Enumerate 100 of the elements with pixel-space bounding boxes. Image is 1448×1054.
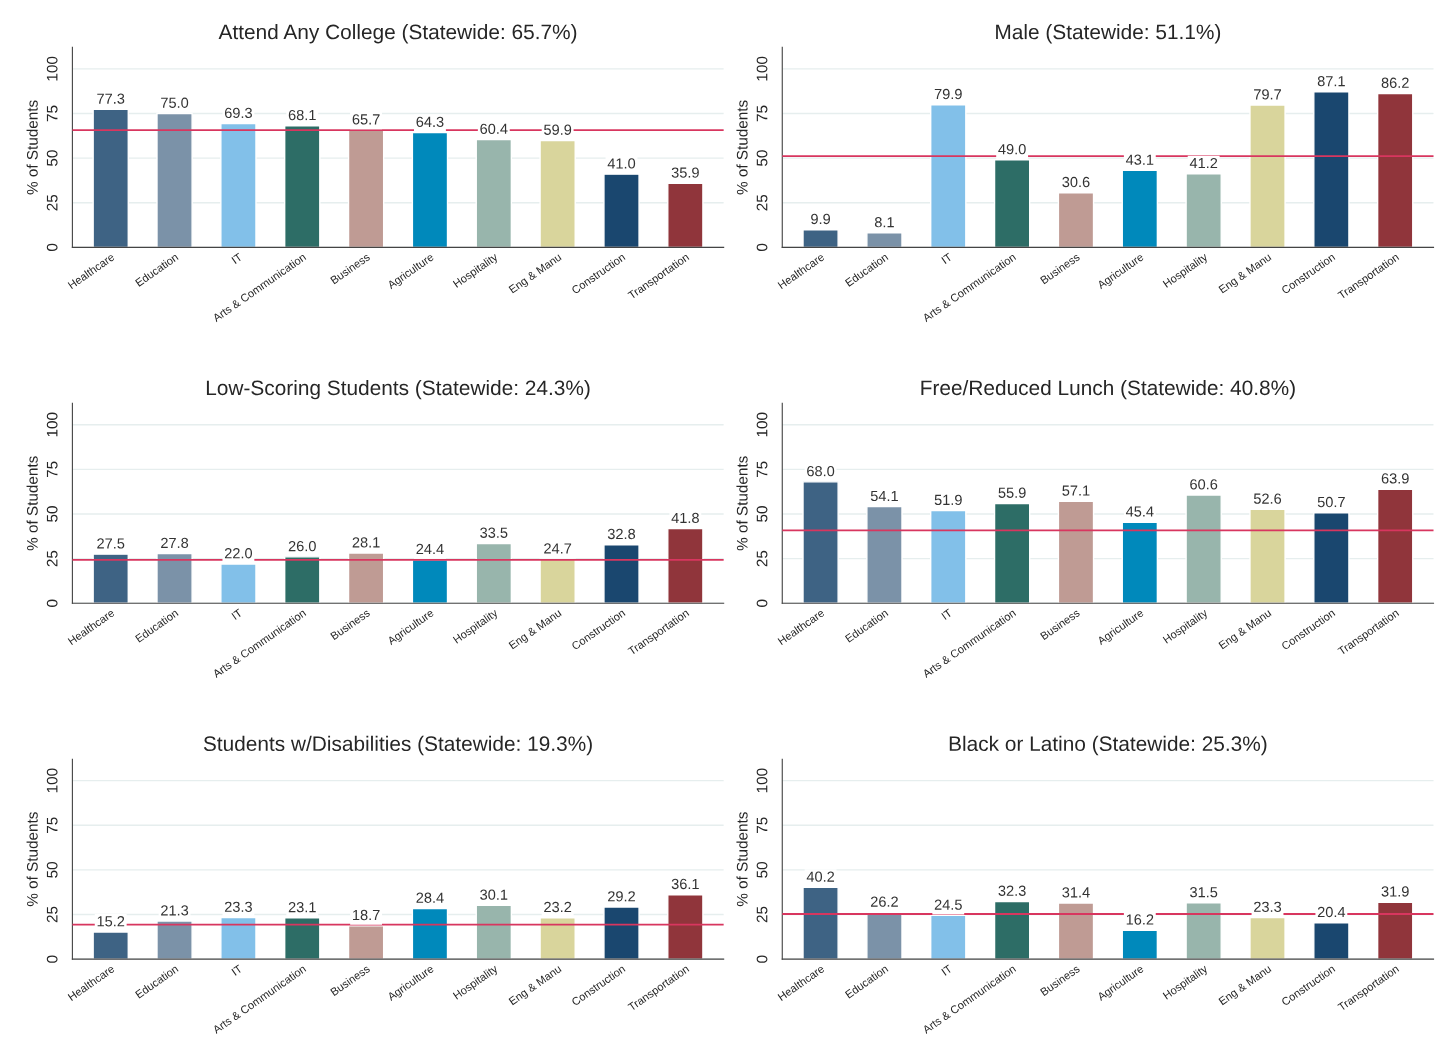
y-tick-label: 100 xyxy=(46,56,58,81)
data-label: 64.3 xyxy=(416,116,444,128)
data-label: 59.9 xyxy=(544,124,572,135)
y-axis-title: % of Students xyxy=(736,456,748,551)
y-tick-label: 50 xyxy=(756,150,768,166)
y-axis-title: % of Students xyxy=(736,812,748,907)
data-label: 35.9 xyxy=(671,167,699,178)
x-tick-label: IT xyxy=(941,608,953,620)
y-axis-title: % of Students xyxy=(736,100,748,195)
data-label: 40.2 xyxy=(806,871,835,882)
y-tick-label: 0 xyxy=(756,599,768,607)
data-label: 50.7 xyxy=(1317,496,1345,508)
data-label: 28.1 xyxy=(352,537,380,548)
data-label: 86.2 xyxy=(1381,77,1409,88)
x-tick-label: IT xyxy=(231,252,243,264)
y-tick-label: 0 xyxy=(756,955,768,963)
data-label: 18.7 xyxy=(353,909,380,921)
data-label: 23.3 xyxy=(224,901,252,912)
y-tick-label: 50 xyxy=(46,150,58,166)
data-label: 20.4 xyxy=(1317,906,1346,918)
data-label: 32.8 xyxy=(607,528,636,540)
y-tick-label: 25 xyxy=(756,194,768,211)
chart-title: Male (Statewide: 51.1%) xyxy=(996,24,1221,44)
y-tick-label: 100 xyxy=(756,768,768,793)
y-tick-label: 75 xyxy=(46,461,58,478)
data-label: 30.6 xyxy=(1062,176,1090,188)
y-tick-label: 75 xyxy=(46,105,58,122)
x-tick-label: IT xyxy=(941,252,953,264)
chart-title: Free/Reduced Lunch (Statewide: 40.8%) xyxy=(921,379,1295,400)
x-tick-label: IT xyxy=(941,964,953,976)
y-axis-title: % of Students xyxy=(26,100,38,195)
y-tick-label: 50 xyxy=(46,861,58,878)
y-tick-label: 50 xyxy=(46,506,58,522)
data-label: 41.2 xyxy=(1189,157,1218,169)
x-tick-label: IT xyxy=(231,608,243,620)
data-label: 24.5 xyxy=(934,899,962,910)
data-label: 23.1 xyxy=(288,902,316,913)
y-axis-title: % of Students xyxy=(26,812,38,907)
data-label: 26.2 xyxy=(870,896,898,907)
data-label: 32.3 xyxy=(998,885,1026,896)
data-label: 79.9 xyxy=(934,88,962,100)
y-tick-label: 25 xyxy=(756,906,768,923)
y-tick-label: 75 xyxy=(46,817,58,833)
data-label: 45.4 xyxy=(1125,506,1154,517)
y-tick-label: 50 xyxy=(756,506,768,522)
data-label: 31.4 xyxy=(1062,887,1090,898)
data-label: 9.9 xyxy=(811,213,831,225)
chart-title: Low-Scoring Students (Statewide: 24.3%) xyxy=(206,379,590,400)
data-label: 8.1 xyxy=(874,217,894,228)
y-tick-label: 0 xyxy=(756,243,768,252)
data-label: 36.1 xyxy=(671,878,699,890)
y-tick-label: 100 xyxy=(46,768,58,793)
data-label: 65.7 xyxy=(352,114,380,125)
data-label: 54.1 xyxy=(870,490,898,502)
data-label: 60.6 xyxy=(1190,479,1218,490)
x-tick-label: IT xyxy=(231,964,243,976)
data-label: 52.6 xyxy=(1253,493,1282,504)
data-label: 60.4 xyxy=(480,123,508,134)
y-tick-label: 25 xyxy=(46,906,58,923)
chart-title: Black or Latino (Statewide: 25.3%) xyxy=(949,735,1267,756)
data-label: 29.2 xyxy=(608,891,635,902)
data-label: 23.3 xyxy=(1254,901,1282,912)
y-tick-label: 0 xyxy=(46,955,58,963)
data-label: 75.0 xyxy=(161,97,189,108)
data-label: 28.4 xyxy=(416,892,444,903)
y-tick-label: 75 xyxy=(756,105,768,122)
data-label: 68.1 xyxy=(288,109,316,121)
data-label: 63.9 xyxy=(1381,473,1409,484)
data-label: 55.9 xyxy=(998,487,1026,498)
chart-title: Attend Any College (Statewide: 65.7%) xyxy=(218,24,577,44)
data-label: 41.0 xyxy=(607,158,636,169)
data-label: 30.1 xyxy=(480,889,508,900)
data-label: 31.5 xyxy=(1190,887,1218,898)
y-tick-label: 100 xyxy=(46,412,58,437)
data-label: 43.1 xyxy=(1125,154,1154,165)
data-label: 22.0 xyxy=(224,548,253,559)
data-label: 87.1 xyxy=(1317,75,1345,87)
data-label: 57.1 xyxy=(1062,485,1090,496)
data-label: 77.3 xyxy=(97,93,125,104)
data-label: 27.8 xyxy=(161,537,189,549)
data-label: 31.9 xyxy=(1381,886,1409,897)
data-label: 24.7 xyxy=(544,543,572,554)
data-label: 16.2 xyxy=(1126,914,1154,925)
data-label: 69.3 xyxy=(224,107,252,119)
data-label: 68.0 xyxy=(807,465,835,477)
y-tick-label: 100 xyxy=(756,412,768,437)
data-label: 27.5 xyxy=(97,538,125,549)
y-tick-label: 100 xyxy=(756,56,768,81)
data-label: 15.2 xyxy=(97,916,125,927)
y-tick-label: 25 xyxy=(46,550,58,567)
data-label: 26.0 xyxy=(288,540,316,552)
data-label: 24.4 xyxy=(416,543,444,554)
data-label: 33.5 xyxy=(480,527,508,538)
y-tick-label: 0 xyxy=(46,243,58,252)
y-tick-label: 25 xyxy=(756,550,768,567)
y-tick-label: 75 xyxy=(756,461,768,478)
data-label: 51.9 xyxy=(934,494,962,506)
data-label: 21.3 xyxy=(161,905,189,916)
chart-title: Students w/Disabilities (Statewide: 19.3%) xyxy=(203,735,592,756)
bar xyxy=(411,559,449,604)
